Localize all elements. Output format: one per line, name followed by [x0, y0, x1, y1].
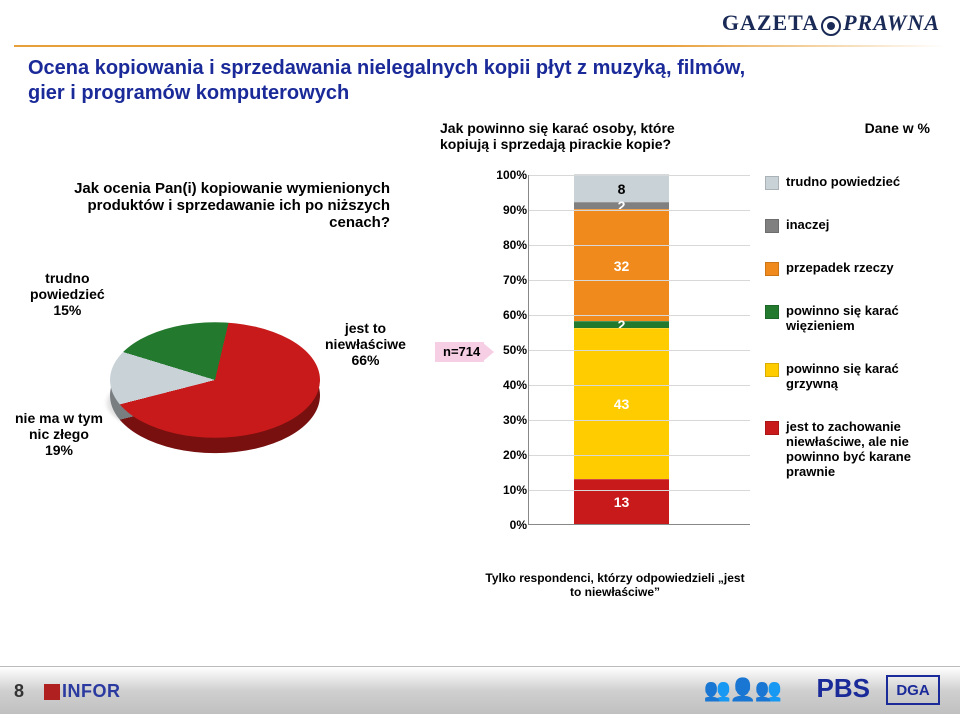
gridline [529, 245, 750, 246]
legend-swatch [765, 421, 779, 435]
gridline [529, 420, 750, 421]
legend-swatch [765, 305, 779, 319]
pie-slice-label: trudnopowiedzieć15% [30, 270, 105, 318]
legend-item: inaczej [765, 218, 945, 233]
data-units-label: Dane w % [865, 120, 930, 136]
y-tick-label: 80% [487, 238, 527, 252]
pbs-logo: PBS [817, 673, 870, 704]
y-tick-label: 60% [487, 308, 527, 322]
legend-label: powinno się karać grzywną [786, 362, 945, 392]
legend-item: powinno się karać więzieniem [765, 304, 945, 334]
gridline [529, 385, 750, 386]
legend-swatch [765, 219, 779, 233]
dga-logo: DGA [886, 675, 940, 705]
pie-chart: trudnopowiedzieć15%nie ma w tymnic złego… [40, 260, 430, 490]
y-tick-label: 20% [487, 448, 527, 462]
logo-dot-icon [821, 16, 841, 36]
legend-label: inaczej [786, 218, 829, 233]
y-tick-label: 100% [487, 168, 527, 182]
legend-item: trudno powiedzieć [765, 175, 945, 190]
people-icon: 👥👤👥 [704, 677, 780, 703]
legend: trudno powiedzieć inaczej przepadek rzeczy… [765, 175, 945, 508]
y-tick-label: 70% [487, 273, 527, 287]
pie-face [110, 322, 320, 438]
bar-segment: 32 [574, 209, 669, 321]
bar-segment: 2 [574, 321, 669, 328]
legend-swatch [765, 176, 779, 190]
y-tick-label: 90% [487, 203, 527, 217]
gridline [529, 175, 750, 176]
y-tick-label: 40% [487, 378, 527, 392]
legend-label: jest to zachowanie niewłaściwe, ale nie … [786, 420, 945, 480]
brand-logo: GAZETA PRAWNA [722, 10, 940, 36]
y-tick-label: 0% [487, 518, 527, 532]
gridline [529, 280, 750, 281]
bar-chart-question: Jak powinno się karać osoby, które kopiu… [440, 120, 700, 152]
stacked-bar: 823224313 [574, 174, 669, 524]
x-axis-caption: Tylko respondenci, którzy odpowiedzieli … [480, 571, 750, 599]
y-tick-label: 30% [487, 413, 527, 427]
pie-slice-label: jest toniewłaściwe66% [325, 320, 406, 368]
y-tick-label: 10% [487, 483, 527, 497]
infor-square-icon [44, 684, 60, 700]
bar-segment: 2 [574, 202, 669, 209]
logo-part2: PRAWNA [843, 10, 940, 35]
header-rule [14, 45, 946, 47]
legend-swatch [765, 262, 779, 276]
footer: 8 INFOR 👥👤👥 PBS DGA [0, 666, 960, 714]
axis-area: 823224313 0%10%20%30%40%50%60%70%80%90%1… [528, 175, 750, 525]
infor-logo: INFOR [44, 681, 121, 702]
pie-chart-question: Jak ocenia Pan(i) kopiowanie wymienionyc… [70, 180, 390, 231]
legend-label: przepadek rzeczy [786, 261, 894, 276]
legend-label: powinno się karać więzieniem [786, 304, 945, 334]
stacked-bar-chart: 823224313 0%10%20%30%40%50%60%70%80%90%1… [480, 175, 750, 555]
bar-segment: 13 [574, 479, 669, 525]
logo-part1: GAZETA [722, 10, 819, 35]
legend-item: przepadek rzeczy [765, 261, 945, 276]
legend-label: trudno powiedzieć [786, 175, 900, 190]
gridline [529, 315, 750, 316]
y-tick-label: 50% [487, 343, 527, 357]
legend-item: powinno się karać grzywną [765, 362, 945, 392]
pie-slice-label: nie ma w tymnic złego19% [15, 410, 103, 458]
page-title: Ocena kopiowania i sprzedawania nielegal… [28, 56, 758, 106]
legend-swatch [765, 363, 779, 377]
page-number: 8 [14, 681, 24, 702]
legend-item: jest to zachowanie niewłaściwe, ale nie … [765, 420, 945, 480]
gridline [529, 350, 750, 351]
gridline [529, 455, 750, 456]
gridline [529, 490, 750, 491]
gridline [529, 210, 750, 211]
